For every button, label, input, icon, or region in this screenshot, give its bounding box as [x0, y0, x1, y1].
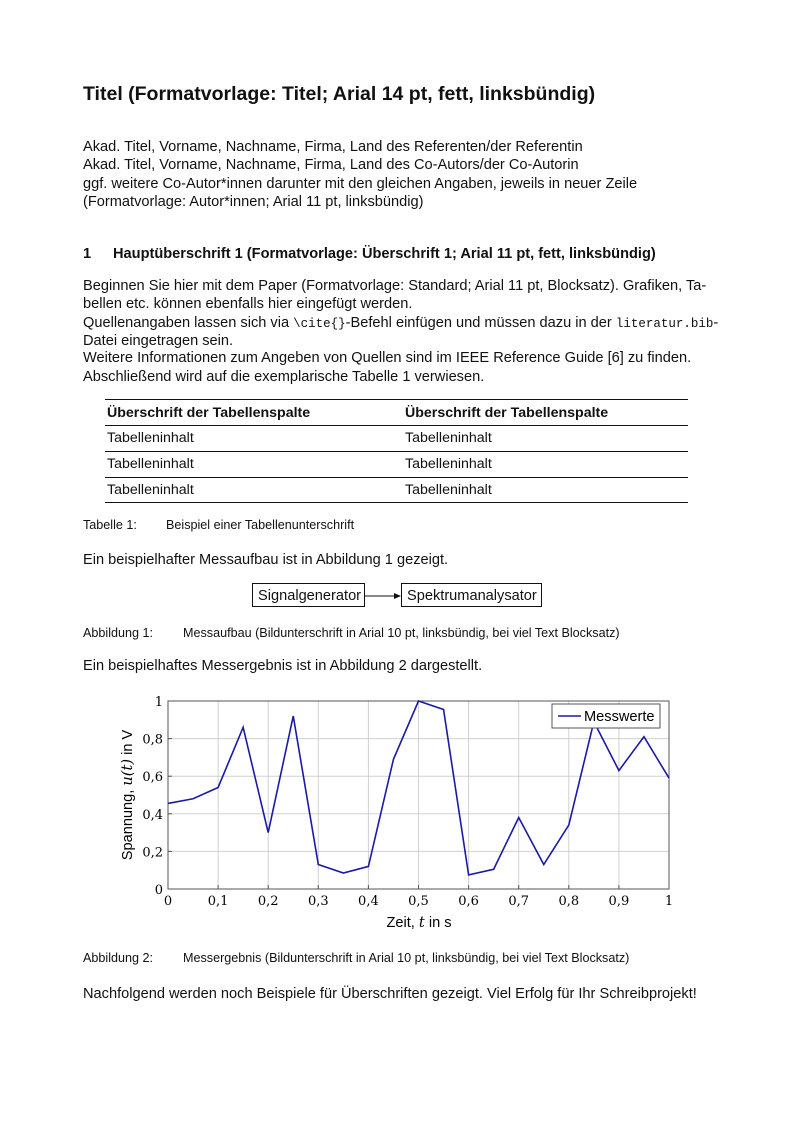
x-axis-label-part: Zeit, — [386, 915, 418, 931]
x-tick-label: 0,8 — [558, 894, 579, 909]
x-tick-label: 0,1 — [208, 894, 229, 909]
table-caption-text: Beispiel einer Tabellenunterschrift — [166, 518, 355, 532]
x-tick-label: 0,5 — [408, 894, 429, 909]
figure1-intro: Ein beispielhafter Messaufbau ist in Abb… — [83, 552, 449, 568]
x-tick-label: 1 — [665, 894, 673, 909]
body-line: bellen etc. können ebenfalls hier eingef… — [83, 296, 413, 312]
body-line: Weitere Informationen zum Angeben von Qu… — [83, 350, 692, 366]
body-line: Quellenangaben lassen sich via \cite{}-B… — [83, 314, 718, 333]
text: Quellenangaben lassen sich via — [83, 315, 294, 331]
table-cell: Tabelleninhalt — [107, 482, 194, 498]
author-line: (Formatvorlage: Autor*innen; Arial 11 pt… — [83, 194, 424, 210]
table-cell: Tabelleninhalt — [405, 430, 492, 446]
x-tick-label: 0,7 — [508, 894, 529, 909]
legend-label: Messwerte — [584, 709, 655, 725]
y-tick-label: 0,4 — [142, 808, 163, 823]
y-axis-label-part: in V — [120, 729, 136, 758]
code-filename: literatur.bib — [615, 317, 714, 331]
x-tick-label: 0,3 — [308, 894, 329, 909]
table-rule — [105, 451, 688, 452]
figure2-caption-text: Messergebnis (Bildunterschrift in Arial … — [183, 951, 630, 965]
spektrumanalysator-box: Spektrumanalysator — [401, 583, 542, 607]
figure1-caption-text: Messaufbau (Bildunterschrift in Arial 10… — [183, 626, 620, 640]
figure2-caption-label: Abbildung 2: — [83, 951, 154, 965]
table-cell: Tabelleninhalt — [107, 430, 194, 446]
table-top-rule — [105, 399, 688, 401]
table-bottom-rule — [105, 502, 688, 504]
code-cite: \cite{} — [293, 317, 346, 331]
y-tick-label: 0,8 — [142, 733, 163, 748]
table-cell: Tabelleninhalt — [107, 456, 194, 472]
body-line: Abschließend wird auf die exemplarische … — [83, 369, 485, 385]
table-cell: Tabelleninhalt — [405, 482, 492, 498]
body-line: Datei eingetragen sein. — [83, 333, 234, 349]
legend: Messwerte — [551, 703, 661, 729]
figure2-intro: Ein beispielhaftes Messergebnis ist in A… — [83, 658, 483, 674]
y-axis-label: Spannung, u(t) in V — [119, 729, 136, 860]
figure1-caption-label: Abbildung 1: — [83, 626, 154, 640]
section-number: 1 — [83, 246, 92, 262]
author-line: Akad. Titel, Vorname, Nachname, Firma, L… — [83, 139, 583, 155]
y-tick-label: 1 — [155, 695, 163, 710]
y-tick-label: 0,6 — [142, 770, 163, 785]
table-cell: Tabelleninhalt — [405, 456, 492, 472]
author-line: ggf. weitere Co-Autor*innen darunter mit… — [83, 176, 638, 192]
x-axis-label-var: t — [419, 914, 425, 931]
y-tick-label: 0,2 — [142, 845, 163, 860]
table-header: Überschrift der Tabellenspalte — [107, 405, 311, 421]
y-tick-label: 0 — [155, 883, 163, 898]
table-rule — [105, 425, 688, 426]
x-tick-label: 0,2 — [258, 894, 279, 909]
table-caption-label: Tabelle 1: — [83, 518, 137, 532]
line-chart: 0 0,1 0,2 0,3 0,4 0,5 0,6 0,7 0,8 0,9 1 0 0,2 0,4 0,6 0… — [119, 695, 673, 931]
closing-text: Nachfolgend werden noch Beispiele für Üb… — [83, 986, 697, 1002]
table-header: Überschrift der Tabellenspalte — [405, 405, 609, 421]
y-axis-label-part: Spannung, — [120, 786, 136, 861]
arrow-icon — [365, 593, 401, 599]
x-tick-label: 0,4 — [358, 894, 379, 909]
text: - — [713, 315, 719, 331]
x-axis-label: Zeit, t in s — [386, 914, 451, 931]
body-line: Beginnen Sie hier mit dem Paper (Formatv… — [83, 278, 707, 294]
x-tick-label: 0 — [164, 894, 172, 909]
x-tick-label: 0,6 — [458, 894, 479, 909]
author-line: Akad. Titel, Vorname, Nachname, Firma, L… — [83, 157, 579, 173]
signalgenerator-box: Signalgenerator — [252, 583, 365, 607]
y-axis-label-var: u(t) — [119, 759, 136, 786]
table-rule — [105, 477, 688, 478]
paper-title: Titel (Formatvorlage: Titel; Arial 14 pt… — [83, 83, 596, 105]
x-tick-label: 0,9 — [609, 894, 630, 909]
data-points — [167, 700, 670, 875]
text: -Befehl einfügen und müssen dazu in der — [345, 315, 616, 331]
section-heading: Hauptüberschrift 1 (Formatvorlage: Übers… — [113, 246, 656, 262]
x-axis-label-part: in s — [425, 915, 452, 931]
